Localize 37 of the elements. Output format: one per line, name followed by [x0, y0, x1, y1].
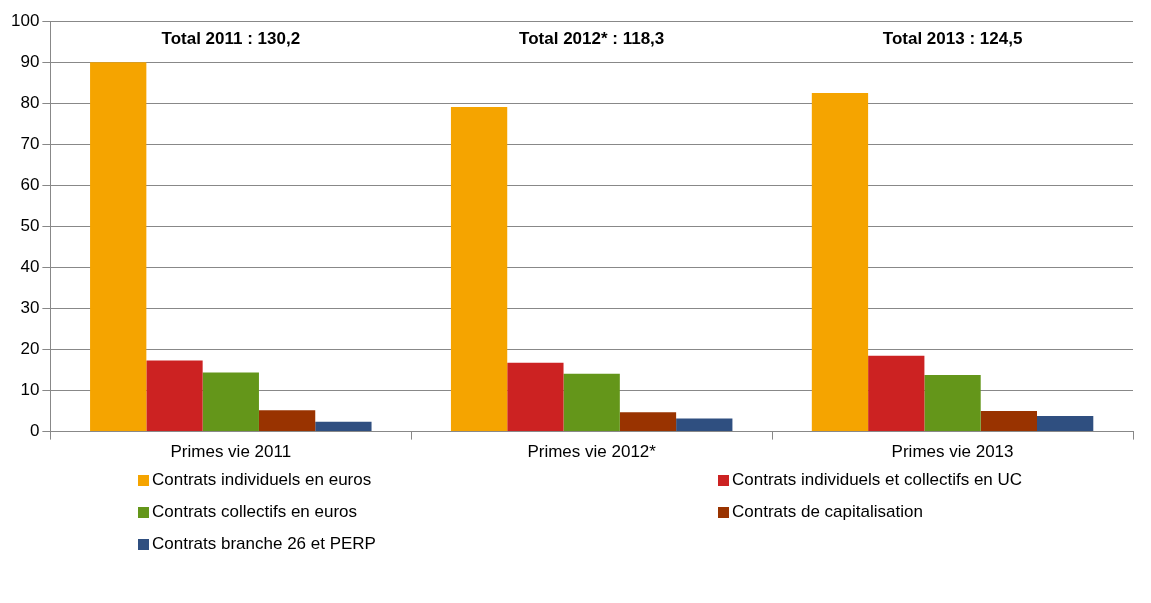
annotation: Total 2012* : 118,3 [519, 28, 665, 48]
bar [1037, 416, 1094, 432]
x-tick-label: Primes vie 2012* [527, 442, 657, 462]
y-tick-label: 40 [20, 257, 40, 277]
bar [315, 421, 372, 432]
bar [90, 62, 147, 432]
annotation: Total 2013 : 124,5 [882, 28, 1023, 48]
bar [202, 372, 259, 432]
bar [258, 410, 316, 432]
y-tick-label: 70 [20, 134, 40, 154]
y-tick-label: 30 [20, 298, 40, 318]
legend-label: Contrats individuels en euros [152, 470, 372, 490]
x-tick-label: Primes vie 2011 [170, 442, 292, 462]
bar [868, 355, 925, 432]
bar [563, 373, 620, 432]
bar [980, 411, 1038, 432]
legend-label: Contrats branche 26 et PERP [152, 534, 376, 554]
bar [507, 362, 564, 432]
y-tick-label: 90 [20, 51, 40, 71]
legend-label: Contrats collectifs en euros [152, 502, 358, 522]
bar [924, 374, 981, 432]
bar [811, 93, 869, 432]
x-tick-label: Primes vie 2013 [891, 442, 1014, 462]
y-tick-label: 100 [10, 10, 40, 30]
y-tick-label: 10 [20, 380, 40, 400]
annotation: Total 2011 : 130,2 [161, 28, 301, 48]
y-tick-label: 20 [20, 339, 40, 359]
y-tick-label: 80 [20, 92, 40, 112]
bar [676, 418, 733, 432]
y-tick-label: 60 [20, 175, 40, 195]
legend-label: Contrats de capitalisation [732, 502, 923, 522]
y-tick-label: 0 [29, 421, 40, 441]
bar [146, 360, 203, 432]
y-tick-label: 50 [20, 216, 40, 236]
bar [619, 412, 677, 432]
bar [450, 106, 508, 432]
legend-label: Contrats individuels et collectifs en UC [732, 470, 1023, 490]
